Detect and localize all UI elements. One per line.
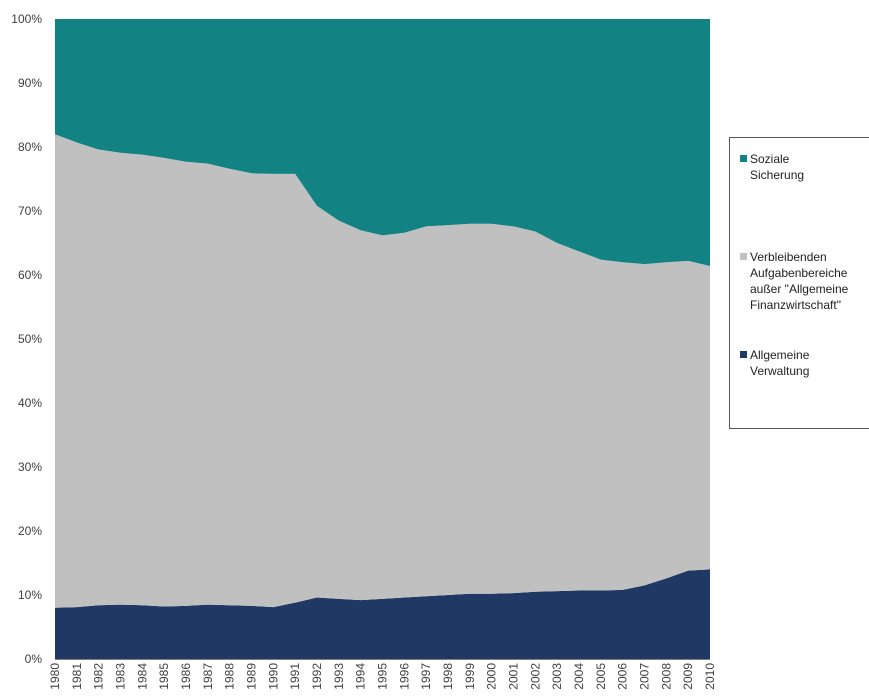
legend-item-allgemeine-verwaltung: Allgemeine Verwaltung: [740, 347, 809, 379]
x-tick-label: 1991: [288, 663, 302, 690]
x-tick-label: 2001: [507, 663, 521, 690]
x-tick-label: 1989: [245, 663, 259, 690]
y-tick-label: 50%: [18, 332, 42, 346]
legend-swatch-allgemeine-verwaltung: [740, 351, 747, 358]
y-tick-label: 80%: [18, 140, 42, 154]
x-tick-label: 2008: [659, 663, 673, 690]
x-tick-label: 1990: [266, 663, 280, 690]
x-tick-label: 1995: [376, 663, 390, 690]
x-tick-label: 1986: [179, 663, 193, 690]
y-tick-label: 90%: [18, 76, 42, 90]
x-tick-label: 2005: [594, 663, 608, 690]
legend-swatch-verbleibende-aufgabenbereiche: [740, 253, 747, 260]
x-tick-label: 1988: [223, 663, 237, 690]
x-tick-label: 2009: [681, 663, 695, 690]
x-tick-label: 1993: [332, 663, 346, 690]
x-tick-label: 1998: [441, 663, 455, 690]
legend: Soziale Sicherung Verbleibenden Aufgaben…: [729, 137, 869, 429]
x-tick-label: 1996: [397, 663, 411, 690]
y-axis: 0% 10% 20% 30% 40% 50% 60% 70% 80% 90% 100%: [11, 12, 42, 666]
x-tick-label: 1997: [419, 663, 433, 690]
area-soziale-sicherung: [55, 19, 710, 267]
legend-item-soziale-sicherung: Soziale Sicherung: [740, 151, 804, 183]
x-tick-label: 2004: [572, 663, 586, 690]
x-tick-label: 1999: [463, 663, 477, 690]
x-tick-label: 1985: [157, 663, 171, 690]
x-tick-label: 1980: [48, 663, 62, 690]
legend-swatch-soziale-sicherung: [740, 155, 747, 162]
legend-label-soziale-sicherung: Soziale Sicherung: [750, 152, 805, 182]
y-tick-label: 10%: [18, 588, 42, 602]
x-tick-label: 1994: [354, 663, 368, 690]
legend-label-allgemeine-verwaltung: Allgemeine Verwaltung: [750, 348, 810, 378]
x-tick-label: 1984: [135, 663, 149, 690]
x-tick-label: 1981: [70, 663, 84, 690]
x-tick-label: 2002: [528, 663, 542, 690]
y-tick-label: 100%: [11, 12, 42, 26]
x-tick-label: 2006: [616, 663, 630, 690]
y-tick-label: 60%: [18, 268, 42, 282]
x-tick-label: 1982: [92, 663, 106, 690]
y-tick-label: 70%: [18, 204, 42, 218]
y-tick-label: 20%: [18, 524, 42, 538]
x-axis: 1980 1981 1982 1983 1984 1985 1986 1987 1988 1989…: [48, 659, 717, 690]
y-tick-label: 40%: [18, 396, 42, 410]
x-tick-label: 2010: [703, 663, 717, 690]
x-tick-label: 1983: [114, 663, 128, 690]
x-tick-label: 2007: [638, 663, 652, 690]
legend-label-verbleibende-aufgabenbereiche: Verbleibenden Aufgabenbereiche außer "Al…: [750, 250, 849, 312]
area-layer: [55, 19, 710, 659]
legend-item-verbleibende-aufgabenbereiche: Verbleibenden Aufgabenbereiche außer "Al…: [740, 249, 848, 313]
area-verbleibenden-aufgabenbereiche-au-er-all: [55, 134, 710, 608]
area-allgemeine-verwaltung: [55, 569, 710, 659]
x-tick-label: 1992: [310, 663, 324, 690]
y-tick-label: 30%: [18, 460, 42, 474]
y-tick-label: 0%: [25, 652, 43, 666]
x-tick-label: 1987: [201, 663, 215, 690]
x-tick-label: 2000: [485, 663, 499, 690]
x-tick-label: 2003: [550, 663, 564, 690]
